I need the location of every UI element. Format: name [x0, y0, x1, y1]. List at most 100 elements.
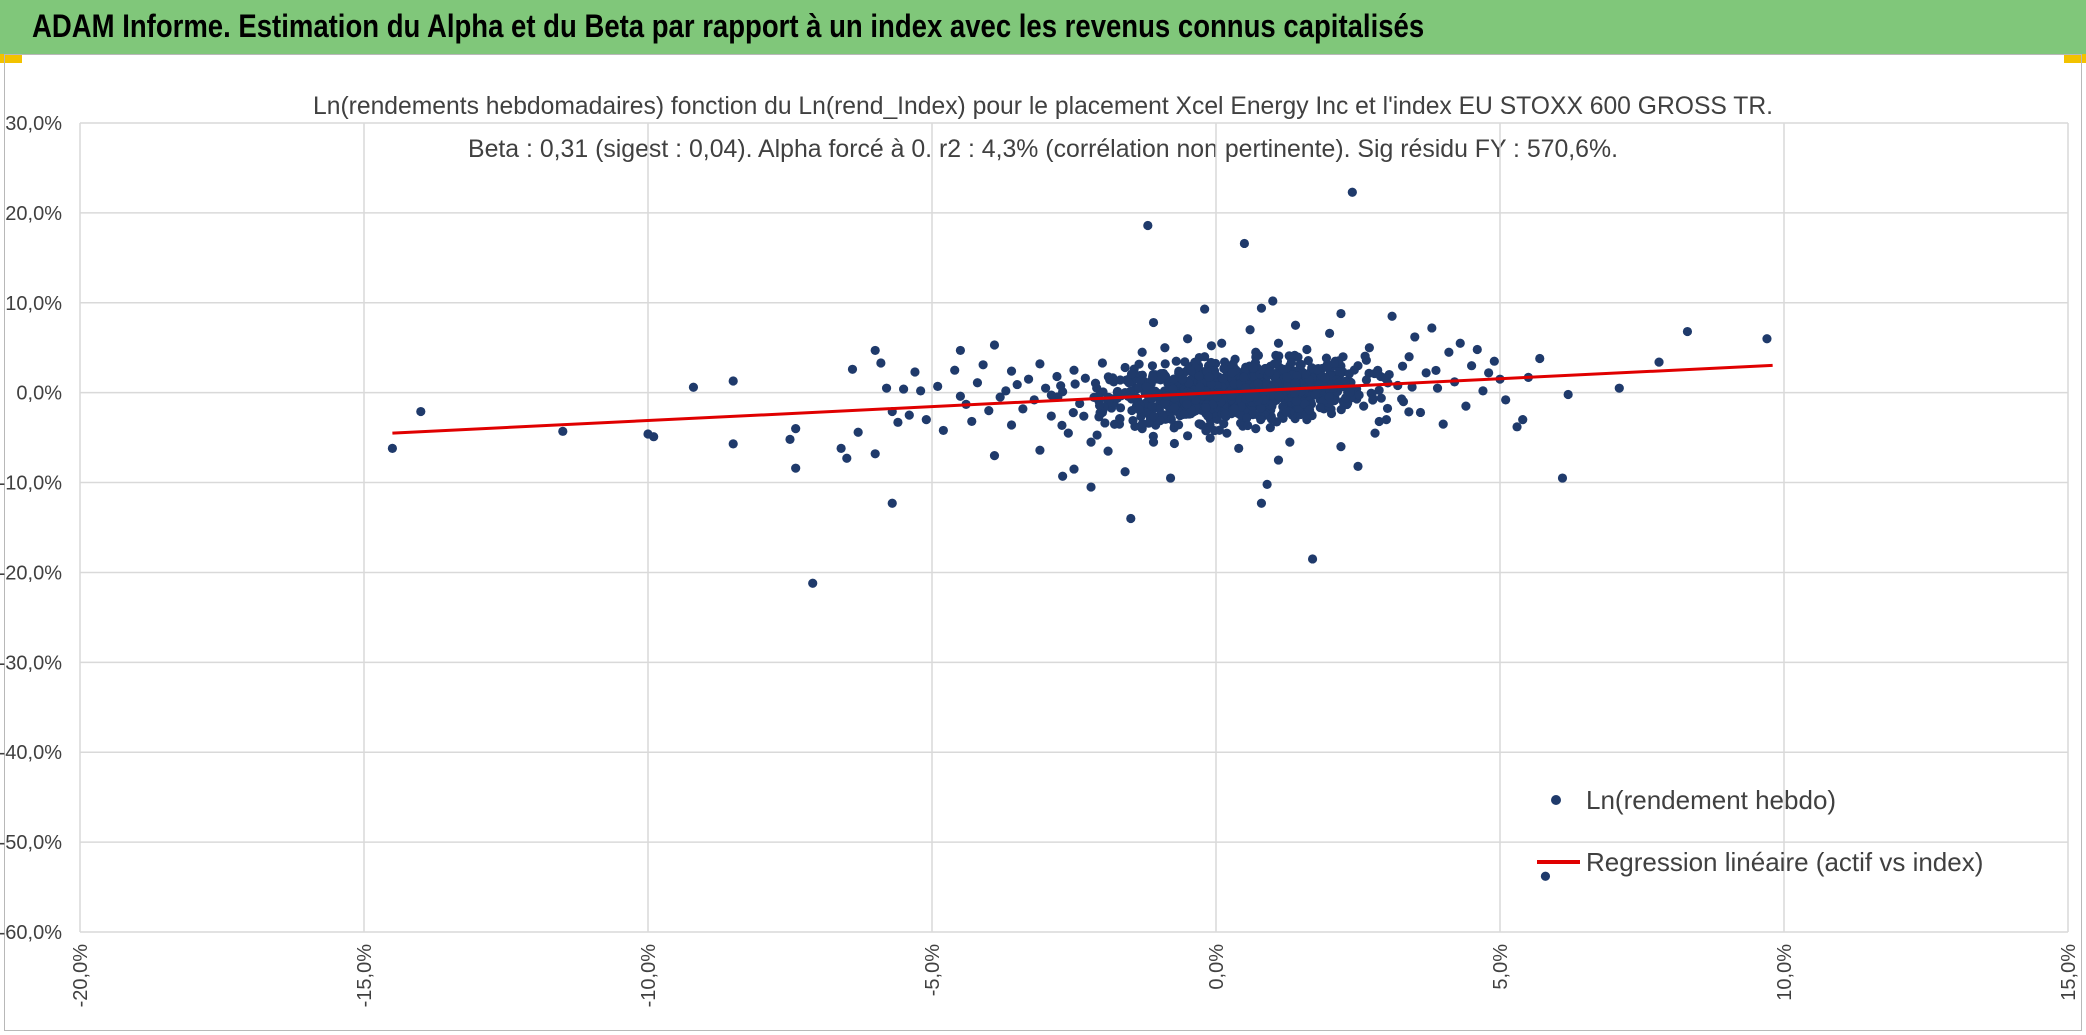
scatter-point — [893, 417, 903, 427]
scatter-point — [1165, 473, 1176, 483]
scatter-point — [989, 340, 1000, 350]
scatter-point — [1427, 323, 1437, 333]
scatter-point — [899, 384, 909, 394]
y-tick-label: -50,0% — [0, 832, 62, 854]
scatter-point — [808, 578, 818, 588]
scatter-point — [1397, 394, 1407, 404]
x-tick-label: 0,0% — [1206, 944, 1228, 990]
scatter-point — [1168, 384, 1178, 394]
scatter-point — [1126, 513, 1136, 524]
scatter-point — [1273, 338, 1284, 348]
scatter-point — [1345, 387, 1355, 397]
scatter-point — [688, 382, 699, 392]
scatter-point — [1079, 411, 1089, 421]
x-tick-label: 15,0% — [2058, 944, 2080, 1001]
scatter-point — [1120, 362, 1130, 373]
scatter-point — [1128, 415, 1138, 426]
scatter-point — [1410, 332, 1420, 342]
scatter-point — [967, 416, 977, 427]
scatter-point — [1290, 379, 1300, 389]
scatter-point — [1325, 328, 1335, 338]
scatter-point — [1253, 378, 1263, 389]
scatter-point — [1186, 366, 1196, 376]
scatter-point — [1310, 390, 1320, 400]
scatter-point — [1266, 414, 1277, 424]
scatter-point — [1281, 372, 1292, 382]
scatter-point — [1438, 419, 1448, 429]
scatter-point — [1070, 379, 1080, 389]
scatter-point — [1227, 368, 1237, 378]
regression-line — [392, 363, 1773, 435]
scatter-point — [1035, 359, 1045, 369]
scatter-point — [870, 449, 880, 459]
scatter-point — [1329, 358, 1339, 368]
scatter-point — [1368, 395, 1378, 405]
y-tick-label: -60,0% — [0, 922, 62, 944]
scatter-point — [1147, 401, 1157, 411]
scatter-point — [1086, 482, 1096, 492]
scatter-point — [1291, 396, 1302, 406]
scatter-point — [881, 383, 892, 393]
scatter-point — [1256, 498, 1267, 508]
y-axis-ticks: 30,0% 20,0% 10,0% 0,0% -10,0% -20,0% -30,0% -40… — [0, 113, 62, 944]
scatter-point — [558, 426, 568, 436]
scatter-point — [1086, 437, 1096, 447]
scatter-point — [1338, 352, 1348, 362]
scatter-point — [1171, 356, 1181, 366]
scatter-point — [1068, 408, 1078, 418]
scatter-point — [1281, 407, 1292, 417]
scatter-point — [1484, 368, 1494, 378]
scatter-point — [1364, 343, 1374, 353]
scatter-point — [1179, 409, 1189, 419]
scatter-point — [995, 392, 1005, 402]
scatter-point — [1273, 391, 1284, 401]
scatter-point — [1205, 433, 1215, 443]
scatter-point — [387, 443, 397, 453]
scatter-point — [728, 439, 738, 449]
scatter-point — [1182, 399, 1192, 410]
scatter-point — [416, 406, 426, 417]
scatter-point — [1217, 338, 1227, 348]
scatter-point — [1320, 373, 1330, 383]
scatter-point — [1141, 381, 1151, 392]
scatter-point — [1195, 382, 1205, 392]
scatter-point — [1682, 326, 1693, 337]
scatter-point — [1501, 395, 1511, 405]
scatter-point — [1322, 362, 1332, 372]
scatter-point — [1147, 371, 1158, 382]
scatter-point — [1245, 325, 1255, 335]
scatter-point — [1467, 361, 1477, 371]
scatter-point — [1404, 407, 1414, 417]
scatter-point — [1478, 386, 1488, 396]
scatter-point — [1219, 419, 1229, 429]
scatter-point — [1204, 372, 1214, 382]
scatter-point — [1239, 238, 1249, 249]
scatter-point — [1137, 419, 1148, 429]
scatter-point — [1006, 420, 1017, 430]
y-tick-label: 0,0% — [16, 383, 62, 405]
scatter-point — [1169, 402, 1180, 413]
scatter-point — [1461, 401, 1471, 411]
scatter-point — [1353, 461, 1363, 471]
x-tick-label: -10,0% — [638, 944, 660, 1008]
scatter-point — [1126, 369, 1137, 379]
scatter-point — [1127, 405, 1137, 416]
x-tick-label: -15,0% — [354, 944, 376, 1008]
scatter-point — [1201, 426, 1211, 436]
scatter-point — [1334, 367, 1345, 377]
scatter-point — [1001, 386, 1011, 396]
scatter-point — [1100, 418, 1110, 428]
scatter-point — [1359, 401, 1369, 411]
scatter-point — [1115, 413, 1125, 424]
scatter-point — [1404, 352, 1414, 362]
scatter-point — [1148, 317, 1159, 328]
scatter-point — [791, 424, 801, 434]
scatter-point — [853, 427, 863, 437]
scatter-point — [1762, 334, 1772, 344]
scatter-point — [1278, 364, 1288, 374]
scatter-point — [1432, 383, 1443, 393]
scatter-point — [1052, 371, 1062, 382]
y-tick-label: -30,0% — [0, 652, 62, 674]
scatter-point — [1381, 374, 1391, 384]
